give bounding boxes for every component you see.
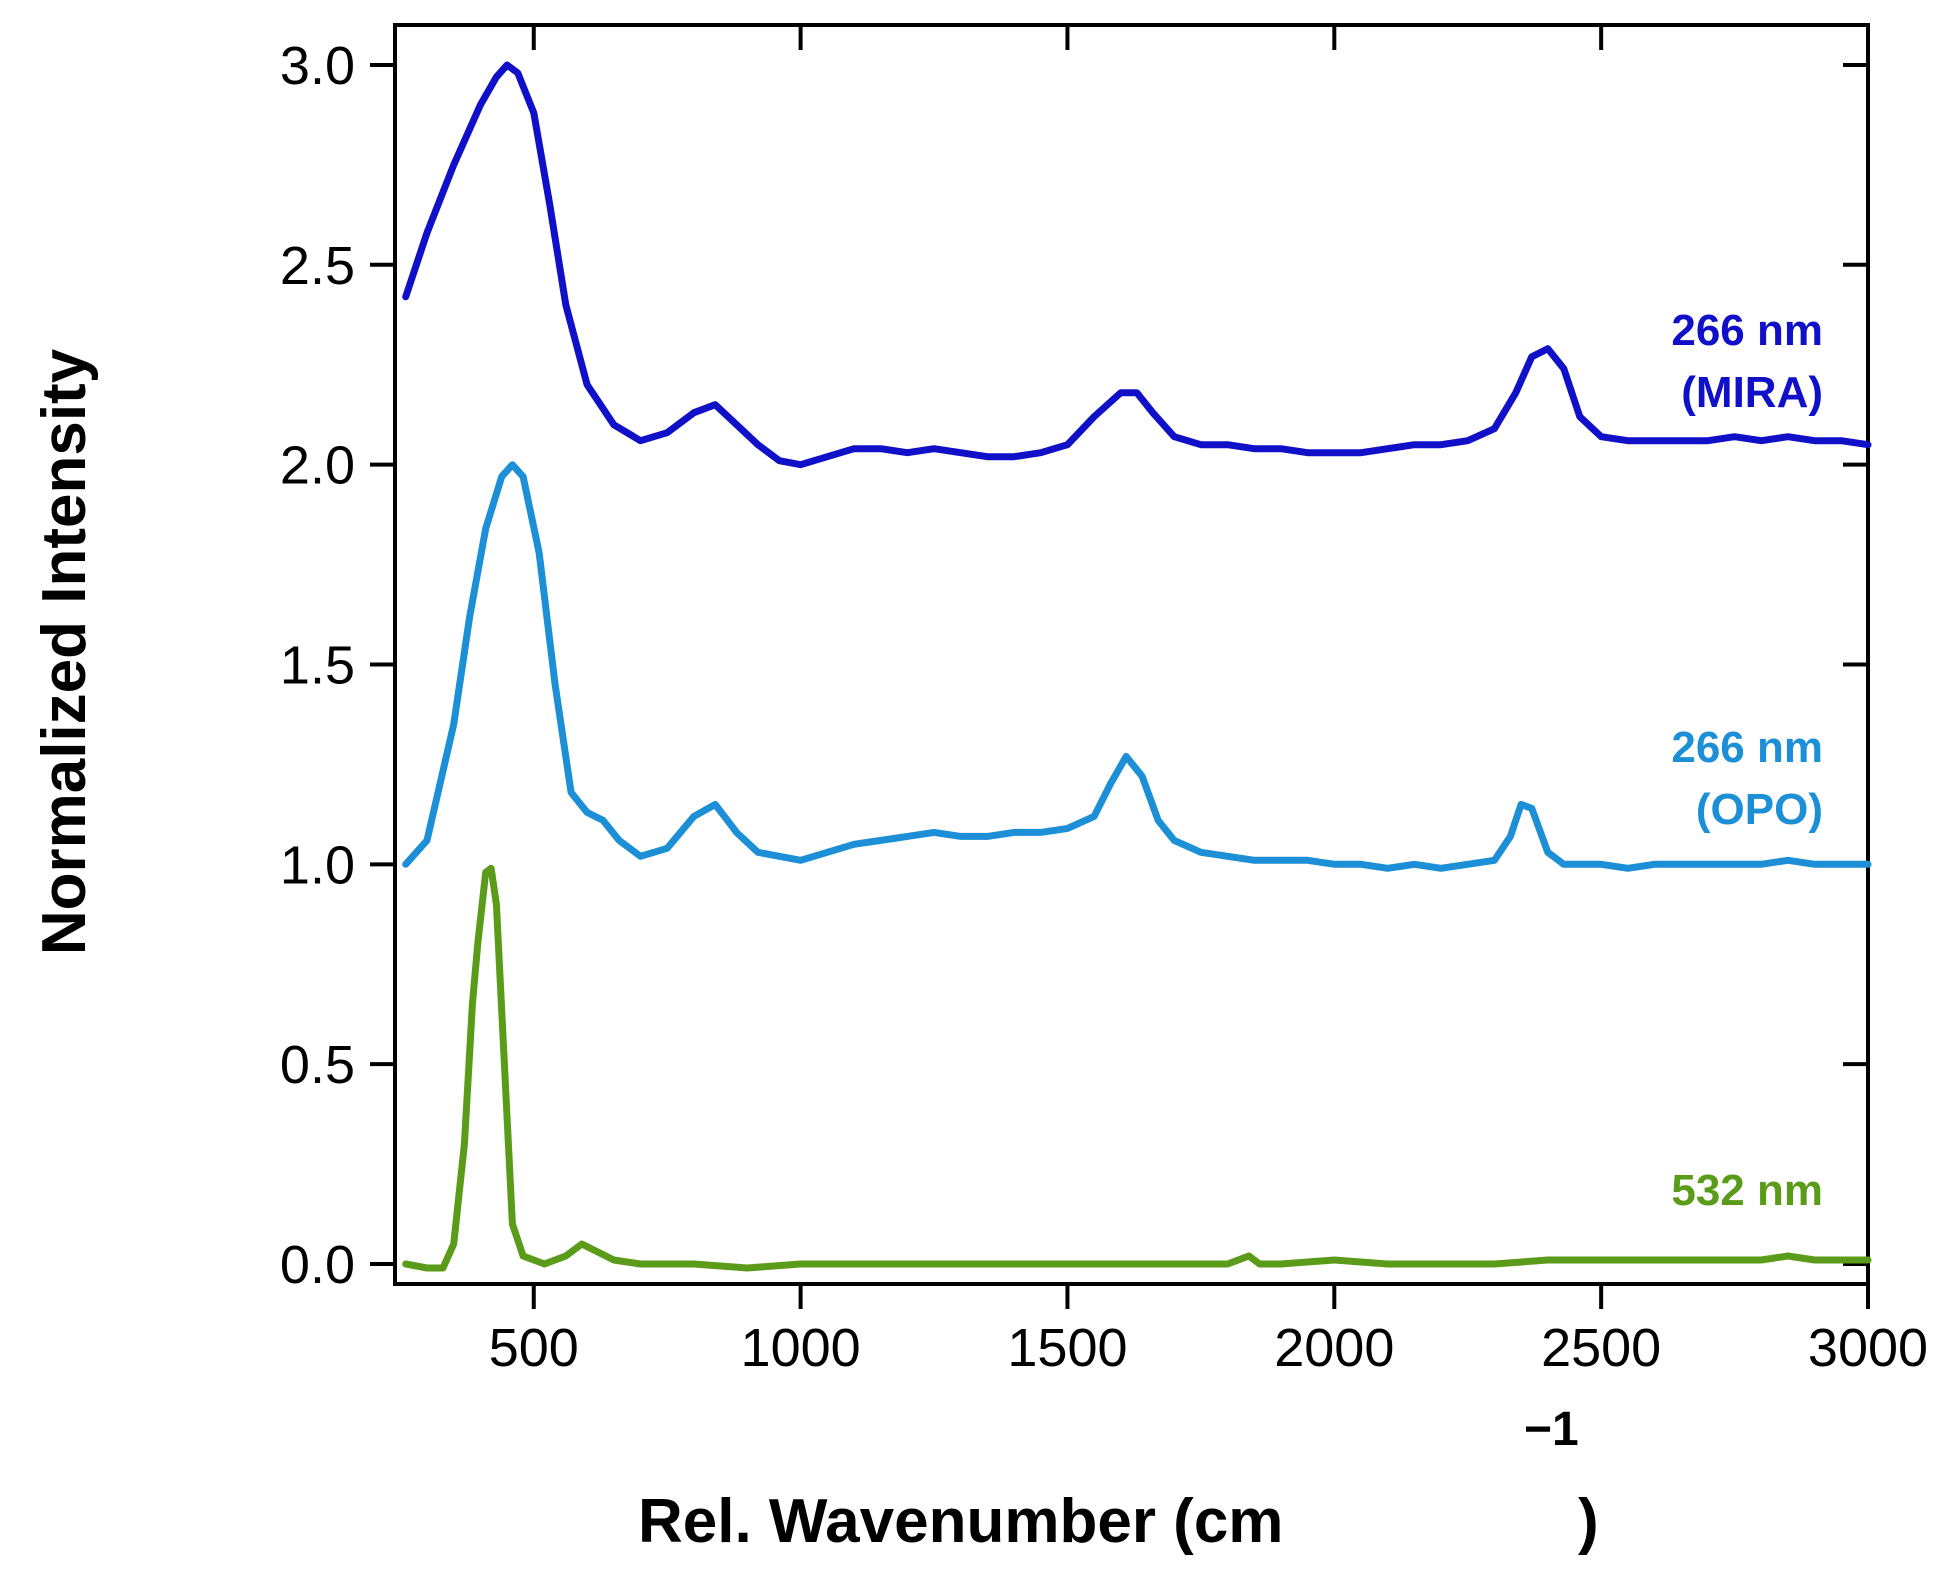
x-axis-title: Rel. Wavenumber (cm — [638, 1487, 1283, 1556]
x-tick-label: 3000 — [1808, 1318, 1928, 1378]
series-layer — [402, 61, 1872, 1272]
series-label-1: (MIRA) — [1681, 368, 1823, 417]
series-line-2 — [402, 461, 1872, 872]
x-tick-label: 2500 — [1541, 1318, 1661, 1378]
x-tick-label: 2000 — [1274, 1318, 1394, 1378]
x-tick-label: 1500 — [1007, 1318, 1127, 1378]
y-tick-label: 2.0 — [280, 436, 355, 496]
x-axis-title-superscript: −1 — [1524, 1403, 1579, 1456]
plot-frame — [393, 23, 1870, 1286]
series-line-3 — [402, 864, 1872, 1272]
y-tick-label: 2.5 — [280, 236, 355, 296]
series-label-1: 266 nm — [1671, 306, 1823, 355]
series-line-1 — [402, 61, 1872, 469]
y-tick-label: 1.0 — [280, 835, 355, 895]
y-tick-label: 0.0 — [280, 1235, 355, 1295]
y-tick-label: 1.5 — [280, 635, 355, 695]
series-label-2: (OPO) — [1696, 785, 1823, 834]
y-tick-label: 3.0 — [280, 36, 355, 96]
axis-tick-labels: 0.0 0.5 1.0 1.5 2.0 2.5 3.0 500 1000 1500 2000 2500… — [280, 36, 1928, 1378]
series-labels: 266 nm (MIRA) 266 nm (OPO) 532 nm — [1671, 306, 1823, 1215]
x-tick-label: 500 — [489, 1318, 579, 1378]
x-axis-title-close: ) — [1578, 1487, 1599, 1556]
series-label-3: 532 nm — [1671, 1166, 1823, 1215]
series-label-2: 266 nm — [1671, 723, 1823, 772]
x-tick-label: 1000 — [741, 1318, 861, 1378]
y-tick-label: 0.5 — [280, 1035, 355, 1095]
y-axis-title: Normalized Intensity — [30, 348, 99, 955]
axis-ticks — [370, 25, 1870, 1309]
